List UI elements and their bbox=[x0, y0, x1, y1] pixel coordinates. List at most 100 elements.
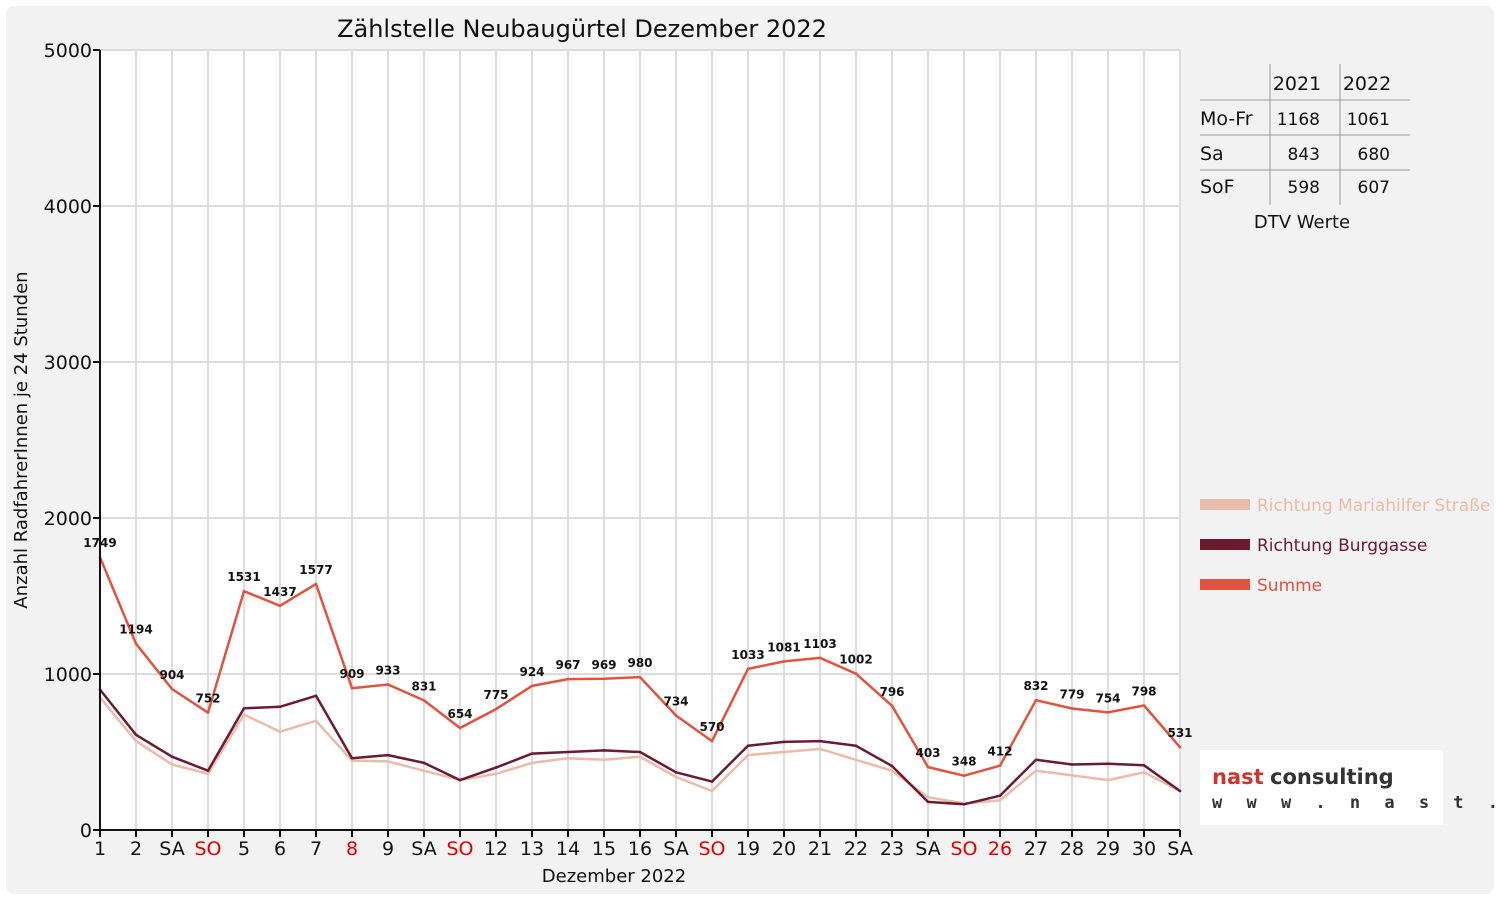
series-point bbox=[386, 683, 390, 686]
series-point bbox=[278, 604, 282, 608]
series-point bbox=[350, 759, 354, 762]
x-tick-label: 1 bbox=[94, 838, 106, 860]
data-label: 779 bbox=[1059, 687, 1084, 701]
series-point bbox=[962, 774, 966, 778]
series-point bbox=[134, 733, 138, 737]
dtv-cell: 843 bbox=[1288, 145, 1320, 165]
x-tick-label: 30 bbox=[1132, 838, 1156, 860]
series-point bbox=[278, 705, 282, 709]
series-point bbox=[566, 750, 570, 754]
dtv-caption: DTV Werte bbox=[1254, 212, 1350, 233]
series-point bbox=[170, 755, 174, 758]
series-point bbox=[926, 795, 930, 799]
x-tick-label: 9 bbox=[382, 838, 394, 860]
series-point bbox=[314, 694, 318, 698]
data-label: 752 bbox=[195, 692, 220, 706]
data-label: 909 bbox=[339, 667, 364, 681]
x-tick-label: 6 bbox=[274, 838, 286, 860]
series-point bbox=[602, 758, 606, 762]
series-point bbox=[674, 714, 678, 717]
series-point bbox=[134, 642, 138, 646]
x-tick-label: SO bbox=[194, 838, 221, 860]
data-label: 654 bbox=[447, 707, 472, 721]
x-tick-label: 16 bbox=[628, 838, 652, 860]
x-tick-label: SA bbox=[915, 838, 940, 860]
x-tick-label: SO bbox=[950, 838, 977, 860]
x-tick-label: 14 bbox=[556, 838, 580, 860]
series-point bbox=[134, 739, 138, 743]
series-point bbox=[926, 800, 930, 804]
series-point bbox=[422, 699, 426, 702]
series-point bbox=[566, 677, 570, 681]
series-point bbox=[962, 802, 966, 806]
dtv-cell: 607 bbox=[1358, 178, 1390, 198]
x-tick-label: 20 bbox=[772, 838, 796, 860]
dtv-cell: 680 bbox=[1358, 145, 1390, 165]
series-point bbox=[206, 772, 210, 776]
x-tick-label: 2 bbox=[130, 838, 142, 860]
x-tick-label: 26 bbox=[988, 838, 1012, 860]
series-point bbox=[386, 753, 390, 757]
series-point bbox=[710, 739, 714, 743]
series-point bbox=[746, 667, 750, 671]
data-label: 1002 bbox=[839, 653, 872, 667]
dtv-cell: 598 bbox=[1288, 178, 1320, 198]
legend-label: Richtung Burggasse bbox=[1257, 536, 1427, 556]
series-point bbox=[206, 711, 210, 714]
x-tick-label: 21 bbox=[808, 838, 832, 860]
series-point bbox=[494, 766, 498, 769]
series-point bbox=[1142, 704, 1146, 707]
y-tick-label: 5000 bbox=[44, 40, 92, 62]
series-point bbox=[314, 582, 318, 586]
series-point bbox=[710, 780, 714, 783]
data-label: 796 bbox=[879, 685, 904, 699]
data-label: 754 bbox=[1095, 691, 1120, 705]
series-point bbox=[206, 769, 210, 773]
series-point bbox=[422, 761, 426, 765]
series-point bbox=[458, 726, 462, 730]
legend-label: Summe bbox=[1257, 576, 1322, 596]
data-label: 531 bbox=[1167, 726, 1192, 740]
y-tick-label: 4000 bbox=[44, 196, 92, 218]
legend: Richtung Mariahilfer Straße Richtung Burg… bbox=[1200, 496, 1490, 596]
y-axis-title: Anzahl RadfahrerInnen je 24 Stunden bbox=[11, 271, 32, 608]
series-point bbox=[170, 687, 174, 691]
series-point bbox=[998, 794, 1002, 797]
x-tick-label: 15 bbox=[592, 838, 616, 860]
data-label: 570 bbox=[699, 720, 724, 734]
data-label: 403 bbox=[915, 746, 940, 760]
data-label: 904 bbox=[159, 668, 184, 682]
x-tick-label: SA bbox=[1167, 838, 1192, 860]
dtv-row-label: Mo-Fr bbox=[1200, 108, 1253, 130]
series-point bbox=[638, 750, 642, 754]
x-tick-label: 12 bbox=[484, 838, 508, 860]
series-point bbox=[1142, 763, 1146, 767]
data-label: 1103 bbox=[803, 637, 836, 651]
x-tick-label: 5 bbox=[238, 838, 250, 860]
series-point bbox=[1070, 774, 1074, 777]
series-point bbox=[170, 763, 174, 766]
series-point bbox=[854, 758, 858, 762]
x-tick-label: 13 bbox=[520, 838, 544, 860]
data-label: 933 bbox=[375, 663, 400, 677]
series-point bbox=[1142, 770, 1146, 774]
logo-word-nast: nast bbox=[1212, 765, 1264, 789]
series-point bbox=[854, 744, 858, 748]
series-point bbox=[242, 707, 246, 710]
series-point bbox=[782, 660, 786, 663]
chart-title: Zählstelle Neubaugürtel Dezember 2022 bbox=[337, 15, 827, 43]
data-label: 924 bbox=[519, 665, 544, 679]
series-point bbox=[710, 789, 714, 793]
dtv-header-2022: 2022 bbox=[1343, 73, 1391, 95]
series-point bbox=[1106, 778, 1110, 782]
series-point bbox=[1106, 711, 1110, 714]
x-tick-label: SO bbox=[698, 838, 725, 860]
data-label: 1081 bbox=[767, 640, 800, 654]
series-point bbox=[674, 770, 678, 774]
data-label: 1194 bbox=[119, 623, 152, 637]
series-point bbox=[1034, 769, 1038, 773]
series-point bbox=[638, 675, 642, 679]
series-point bbox=[458, 778, 462, 782]
data-label: 967 bbox=[555, 658, 580, 672]
